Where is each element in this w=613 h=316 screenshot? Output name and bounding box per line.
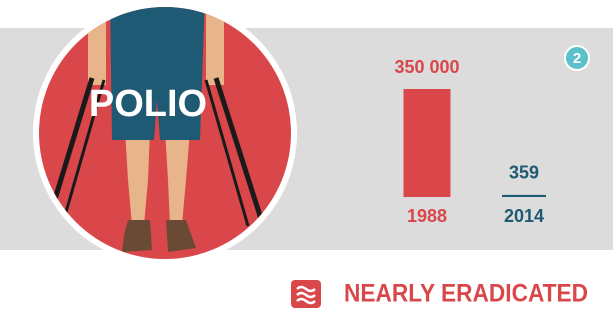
page: {"chart_data": {"type": "bar", "title": … <box>0 0 613 311</box>
footer: NEARLY ERADICATED <box>291 280 588 308</box>
category-label: 2014 <box>504 206 544 226</box>
bar <box>405 90 450 196</box>
chart: POLIO 2 NEARLY ERADICATED 350 000 1988 359… <box>0 0 613 311</box>
title: POLIO <box>89 83 207 125</box>
badge-label: 2 <box>573 50 581 67</box>
category-label: 1988 <box>407 206 447 226</box>
value-label: 359 <box>509 163 539 183</box>
footer-text: NEARLY ERADICATED <box>344 280 588 308</box>
value-label: 350 000 <box>394 57 459 77</box>
